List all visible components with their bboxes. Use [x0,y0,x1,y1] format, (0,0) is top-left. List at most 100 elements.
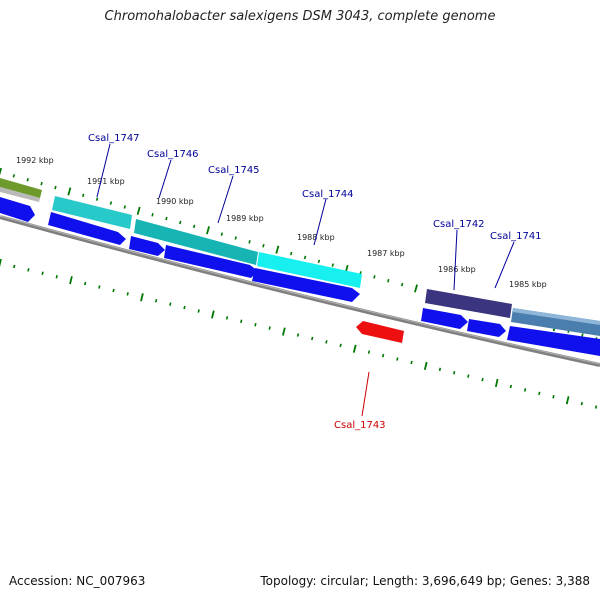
cds-arrow-4 [164,245,258,278]
feature-bands [0,178,600,336]
scale-tick [55,275,58,279]
scale-tick [0,258,2,268]
scale-tick [154,299,158,303]
scale-tick [240,319,243,324]
gene-label-csal-1742: Csal_1742 [433,219,485,230]
cds-arrow-2 [48,212,126,245]
leader-csal-1745 [217,175,234,224]
scale-tick [123,205,126,209]
gene-label-csal-1741: Csal_1741 [490,231,542,242]
cds-arrow-5 [252,268,360,302]
scale-tick [382,353,385,358]
rna-feature-csal-1743 [356,321,404,343]
band-csal-1742 [425,289,512,318]
genome-summary-text: Topology: circular; Length: 3,696,649 bp… [260,574,590,588]
scale-label: 1989 kbp [226,214,264,223]
scale-tick [98,285,101,289]
band-csal-1741-light [513,308,600,325]
band-olive [0,178,42,198]
gene-labels: Csal_1747 Csal_1746 Csal_1745 Csal_1744 … [88,133,542,431]
cds-arrows [0,197,600,356]
scale-label: 1992 kbp [16,156,54,165]
scale-tick [296,333,300,337]
cds-arrow-3 [129,236,165,256]
band-csal-1747 [52,196,132,229]
gene-label-csal-1743: Csal_1743 [334,420,386,431]
gene-label-csal-1747: Csal_1747 [88,133,140,144]
scale-tick [109,201,113,205]
cds-arrow-1 [0,197,35,222]
scale-tick [565,396,570,405]
scale-tick [580,401,583,406]
scale-tick [367,350,371,354]
scale-tick [325,340,328,344]
scale-tick [423,361,428,371]
scale-tick [140,293,144,302]
scale-tick [268,326,271,330]
scale-tick [594,405,598,409]
leader-csal-1741 [494,241,515,289]
scale-tick [26,177,29,182]
scale-tick [95,197,99,201]
scale-label: 1985 kbp [509,280,547,289]
band-olive-shade [0,187,40,202]
scale-label: 1986 kbp [438,265,476,274]
scale-tick [0,167,2,176]
scale-label: 1991 kbp [87,177,125,186]
scale-tick [339,343,342,348]
scale-tick [523,388,527,392]
leader-csal-1743 [361,371,370,417]
scale-tick [410,360,413,365]
scale-tick [169,302,172,306]
scale-label: 1987 kbp [367,249,405,258]
scale-label: 1990 kbp [156,197,194,206]
scale-tick [373,275,376,279]
scale-tick [197,309,200,313]
scale-tick [248,240,251,244]
scale-tick [552,395,555,399]
scale-tick [438,367,442,372]
scale-tick [54,185,57,190]
scale-tick [387,278,390,283]
scale-tick [82,193,85,198]
cds-arrow-8 [507,326,600,356]
scale-tick [151,212,154,217]
scale-tick [192,224,196,229]
band-csal-1744 [257,252,362,288]
accession-text: Accession: NC_007963 [9,574,146,588]
scale-tick [275,245,280,254]
band-csal-1746 [134,219,258,265]
scale-tick [84,281,87,286]
scale-tick [179,220,182,225]
scale-tick [41,271,44,275]
scale-tick [183,305,186,310]
scale-tick [352,344,357,353]
gene-label-csal-1745: Csal_1745 [208,165,260,176]
scale-tick [282,327,286,336]
gene-label-csal-1746: Csal_1746 [147,149,199,160]
scale-tick [317,259,321,264]
scale-tick [453,371,456,375]
scale-tick [414,284,418,293]
label-leaders [96,143,515,417]
scale-tick [40,181,43,186]
scale-tick [538,391,541,396]
scale-tick [12,174,16,178]
scale-tick [69,276,73,285]
scale-tick [262,243,265,248]
scale-tick [220,232,224,236]
scale-tick [67,187,72,196]
scale-tick [211,310,215,319]
scale-tick [112,288,115,293]
leader-csal-1747 [96,143,111,198]
scale-tick [481,377,484,382]
scale-tick [234,236,237,240]
cds-arrow-6 [421,308,468,329]
scale-tick [225,316,229,320]
map-title: Chromohalobacter salexigens DSM 3043, co… [104,9,496,24]
scale-tick [509,384,513,389]
leader-csal-1746 [158,159,172,199]
scale-tick [206,226,210,235]
